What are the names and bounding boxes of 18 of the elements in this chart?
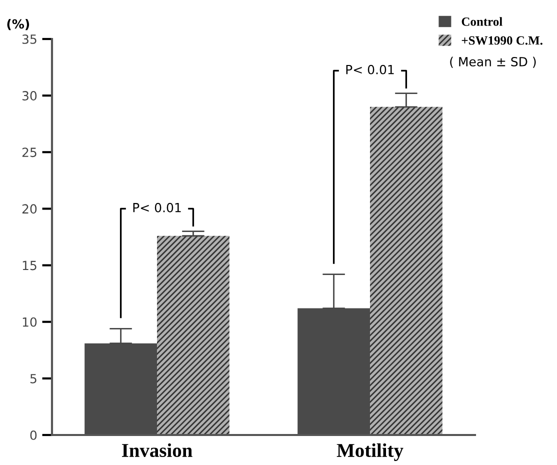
y-axis-title: (%) — [7, 18, 30, 30]
x-tick-label: Invasion — [122, 443, 192, 458]
y-tick-label: 0 — [30, 430, 37, 440]
annotation: P< 0.01 — [346, 64, 394, 74]
y-tick-label: 30 — [22, 91, 37, 100]
annotation: ( Mean ± SD ) — [450, 56, 536, 68]
x-tick-label: Motility — [336, 443, 404, 462]
bar — [370, 106, 442, 435]
legend-label: Control — [462, 17, 502, 26]
y-tick-label: 5 — [30, 374, 36, 384]
y-tick-label: 10 — [22, 317, 37, 327]
y-tick-label: 35 — [22, 34, 36, 44]
y-tick-label: 15 — [22, 260, 36, 270]
bar — [157, 236, 230, 435]
y-tick-label: 25 — [22, 148, 36, 158]
y-tick-label: 20 — [22, 204, 37, 214]
legend-label: +SW1990 C.M. — [462, 36, 542, 45]
annotation: P< 0.01 — [133, 202, 181, 212]
